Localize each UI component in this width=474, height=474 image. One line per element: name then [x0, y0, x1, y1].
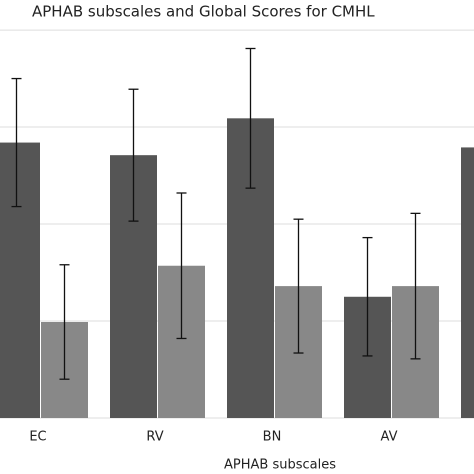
x-tick-label: BN [263, 430, 282, 445]
x-axis-title: APHAB subscales [224, 458, 336, 473]
bar [461, 147, 474, 418]
bar [0, 142, 40, 418]
chart-title: APHAB subscales and Global Scores for CM… [32, 3, 375, 21]
x-tick-label: RV [146, 430, 163, 445]
x-tick-label: EC [29, 430, 46, 445]
x-tick-label: AV [381, 430, 398, 445]
